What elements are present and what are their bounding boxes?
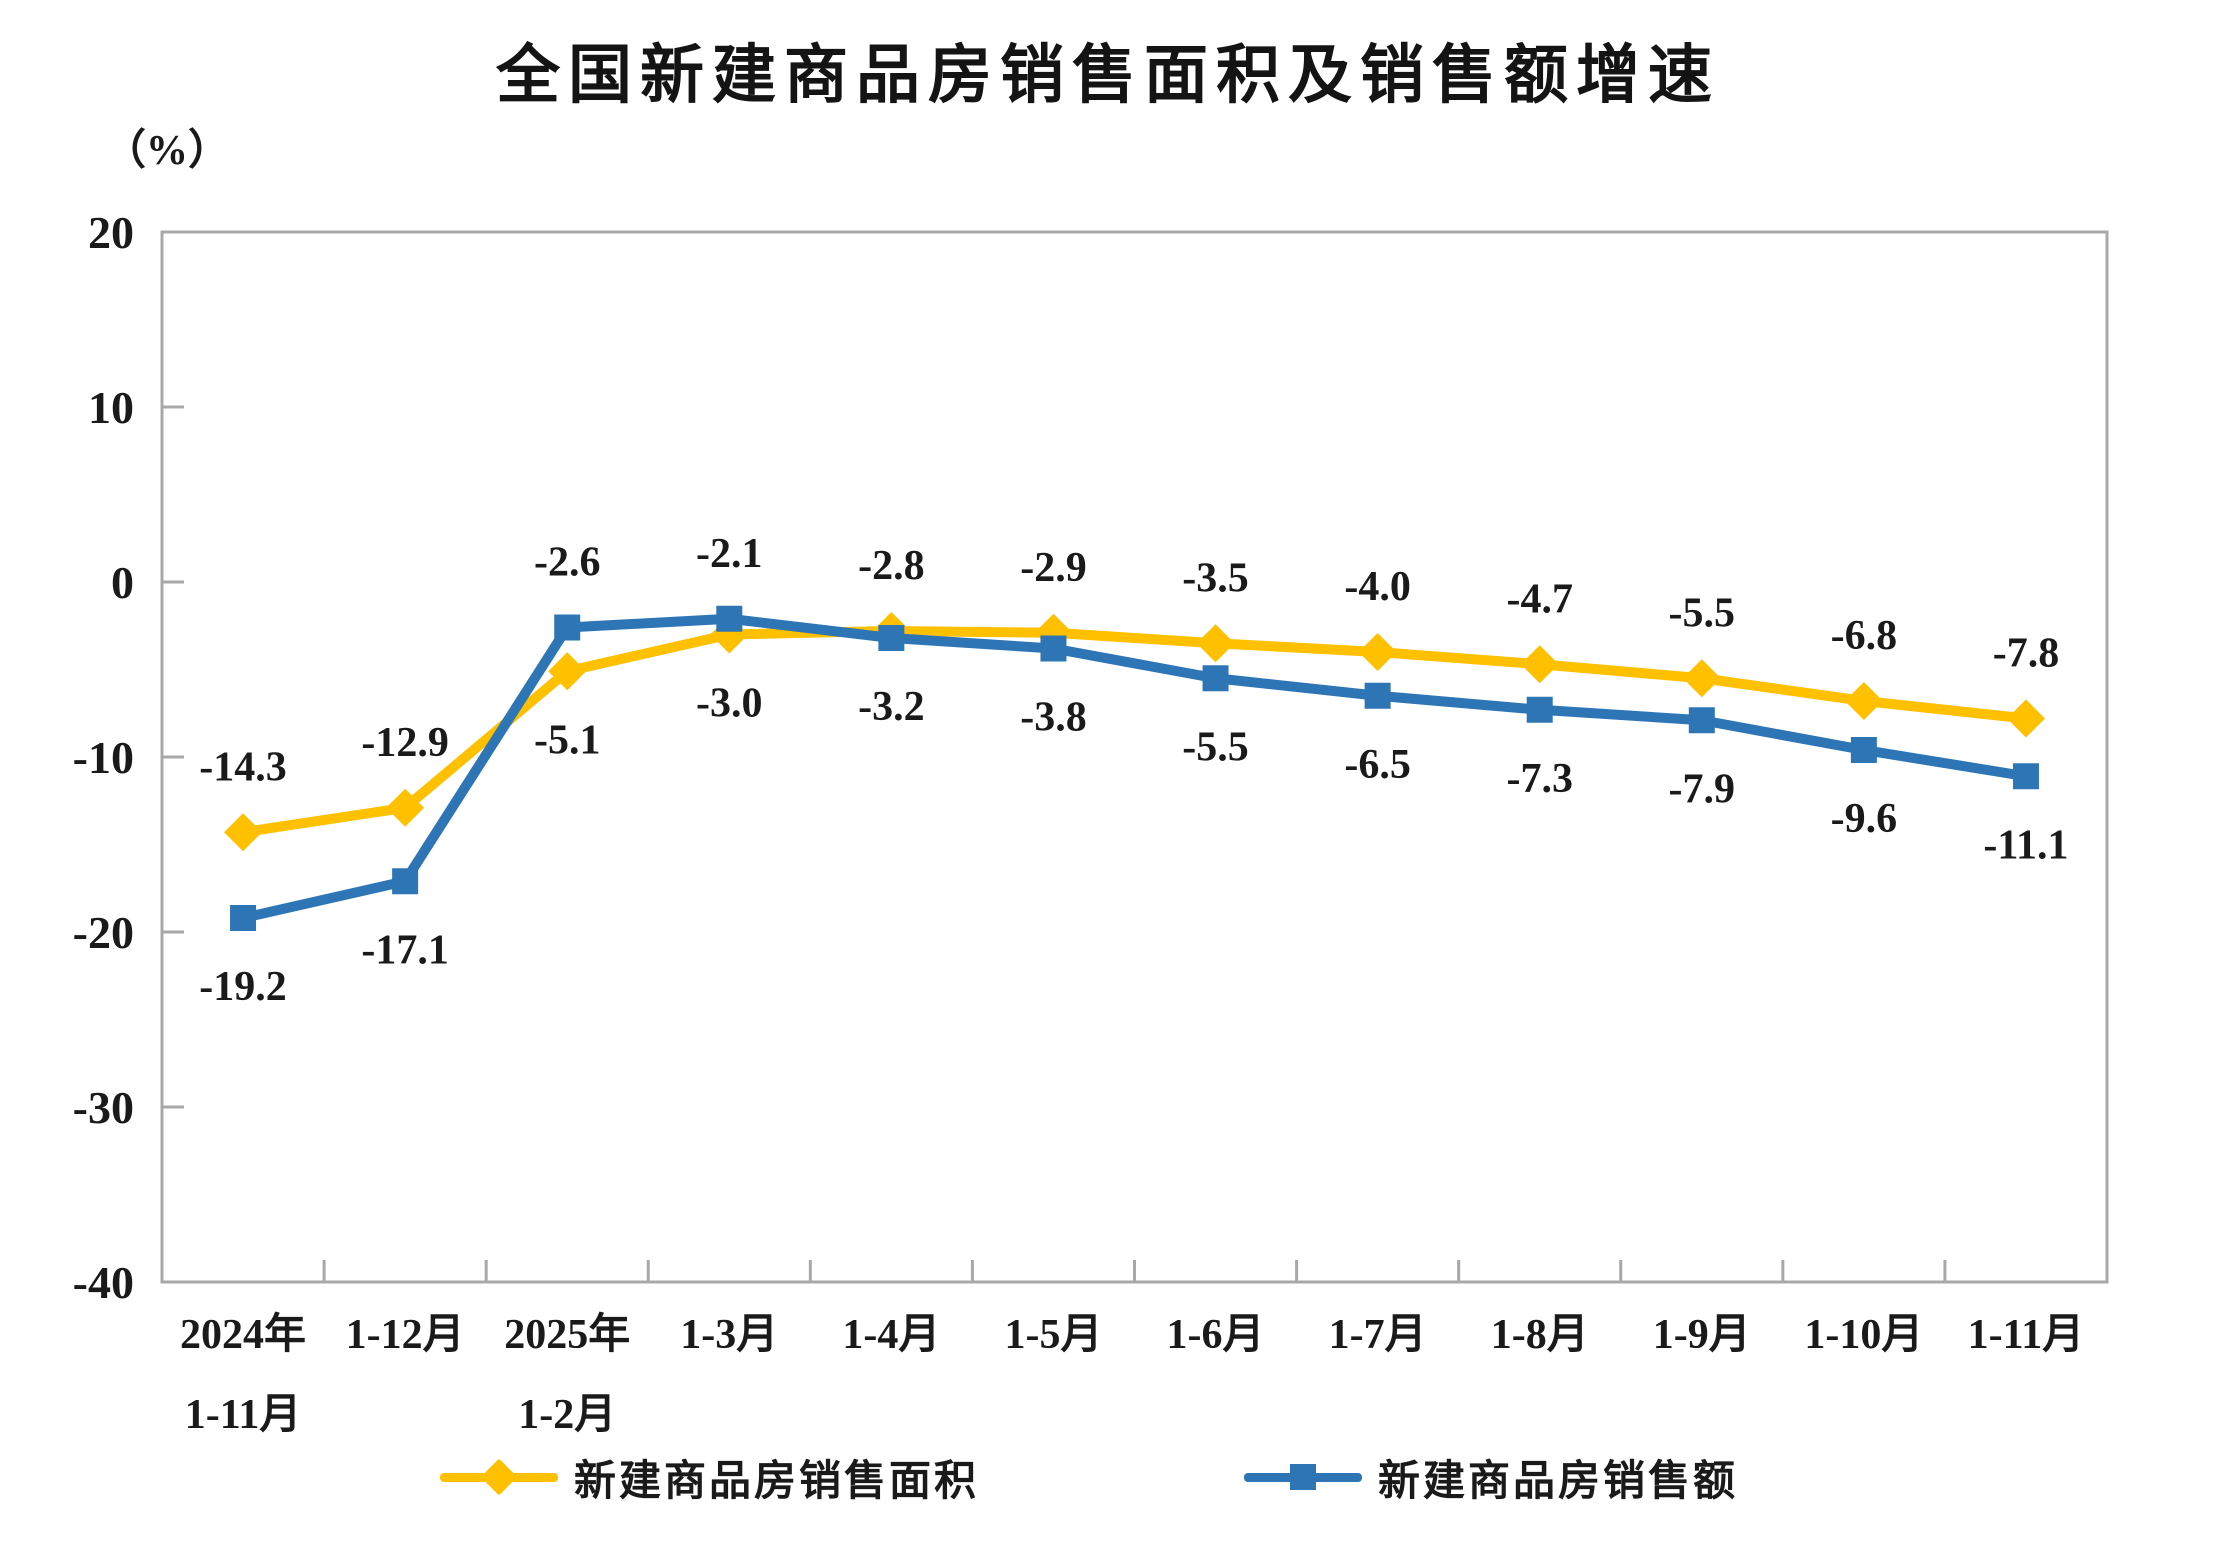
diamond-marker-icon [1358, 633, 1397, 671]
data-label-sales-area: -3.0 [696, 681, 763, 727]
data-label-sales-area: -4.0 [1344, 564, 1411, 610]
data-label-sales-area: -5.5 [1669, 590, 1736, 636]
data-label-sales-amount: -3.2 [858, 684, 925, 730]
data-label-sales-area: -6.8 [1831, 613, 1898, 659]
data-label-sales-amount: -2.6 [534, 540, 601, 586]
x-axis-label: 1-10月 [1804, 1312, 1923, 1358]
x-axis-label: 1-3月 [680, 1312, 778, 1358]
x-axis-label: 1-4月 [842, 1312, 940, 1358]
x-axis-label: 1-11月 [1968, 1312, 2085, 1358]
series-line-sales-area [238, 626, 2031, 838]
square-marker-icon [716, 605, 743, 632]
data-label-sales-area: -2.9 [1020, 545, 1087, 591]
data-label-sales-amount: -3.8 [1020, 695, 1087, 741]
legend-line-square-icon [1244, 1451, 1362, 1503]
square-marker-icon [1364, 682, 1391, 709]
legend-label-sales-area: 新建商品房销售面积 [574, 1458, 980, 1505]
diamond-marker-icon [1844, 682, 1883, 720]
square-marker-icon [1688, 707, 1715, 734]
data-label-sales-amount: -9.6 [1831, 796, 1898, 842]
series-line-sales-amount [238, 613, 2031, 923]
data-label-sales-amount: -7.3 [1506, 756, 1573, 802]
data-label-sales-area: -5.1 [534, 717, 601, 763]
legend-label-sales-amount: 新建商品房销售额 [1378, 1458, 1739, 1505]
data-label-sales-area: -3.5 [1182, 555, 1249, 601]
diamond-marker-icon [1682, 659, 1721, 698]
x-axis-label: 2024年 [180, 1311, 306, 1358]
diamond-marker-icon [480, 1458, 518, 1496]
y-axis-unit-label: （%） [104, 128, 231, 174]
y-axis-tick-label: 10 [88, 382, 134, 433]
data-label-sales-amount: -17.1 [361, 927, 449, 973]
x-axis-label: 1-5月 [1004, 1312, 1102, 1358]
data-label-sales-amount: -2.1 [696, 531, 763, 577]
y-axis-tick-label: -30 [73, 1082, 134, 1133]
square-marker-icon [878, 625, 905, 651]
square-marker-icon [230, 905, 257, 931]
diamond-marker-icon [224, 813, 263, 852]
diamond-marker-icon [548, 652, 587, 691]
y-axis-tick-label: -20 [73, 907, 134, 958]
x-axis-label: 2025年 [504, 1311, 630, 1358]
x-axis-label: 1-6月 [1167, 1312, 1265, 1358]
data-label-sales-amount: -6.5 [1344, 742, 1411, 788]
diamond-marker-icon [1520, 645, 1559, 684]
x-axis-label: 1-11月 [185, 1392, 302, 1438]
x-axis-label: 1-2月 [518, 1392, 616, 1438]
x-axis-label: 1-12月 [346, 1312, 465, 1358]
x-axis-label: 1-7月 [1329, 1312, 1427, 1358]
x-axis-label: 1-8月 [1491, 1312, 1589, 1358]
chart-title: 全国新建商品房销售面积及销售额增速 [496, 39, 1720, 111]
legend-item-sales-amount: 新建商品房销售额 [1244, 1451, 1738, 1505]
square-marker-icon [554, 614, 581, 641]
data-label-sales-amount: -5.5 [1182, 724, 1249, 770]
square-marker-icon [1040, 635, 1067, 662]
square-marker-icon [1526, 696, 1553, 723]
diamond-marker-icon [386, 788, 425, 827]
square-marker-icon [1850, 737, 1877, 763]
y-axis-tick-label: -40 [73, 1257, 134, 1308]
data-label-sales-area: -7.8 [1993, 631, 2060, 677]
square-marker-icon [1202, 665, 1229, 692]
data-label-sales-amount: -19.2 [199, 964, 287, 1010]
diamond-marker-icon [1196, 624, 1235, 663]
data-label-sales-area: -4.7 [1506, 576, 1573, 622]
square-marker-icon [1290, 1464, 1316, 1490]
x-axis-label: 1-9月 [1653, 1312, 1751, 1358]
legend-line-diamond-icon [440, 1451, 558, 1503]
legend-item-sales-area: 新建商品房销售面积 [440, 1451, 979, 1505]
diamond-marker-icon [2006, 699, 2045, 738]
data-label-sales-amount: -11.1 [1983, 822, 2068, 868]
y-axis-tick-label: -10 [73, 732, 134, 783]
plot-border [160, 230, 2109, 1284]
square-marker-icon [392, 868, 419, 895]
data-label-sales-area: -14.3 [199, 744, 287, 790]
data-label-sales-area: -2.8 [858, 543, 925, 589]
square-marker-icon [2012, 763, 2039, 790]
data-label-sales-amount: -7.9 [1669, 766, 1736, 812]
y-axis-tick-label: 20 [88, 207, 134, 258]
data-label-sales-area: -12.9 [361, 720, 449, 766]
y-axis-tick-label: 0 [111, 557, 134, 608]
